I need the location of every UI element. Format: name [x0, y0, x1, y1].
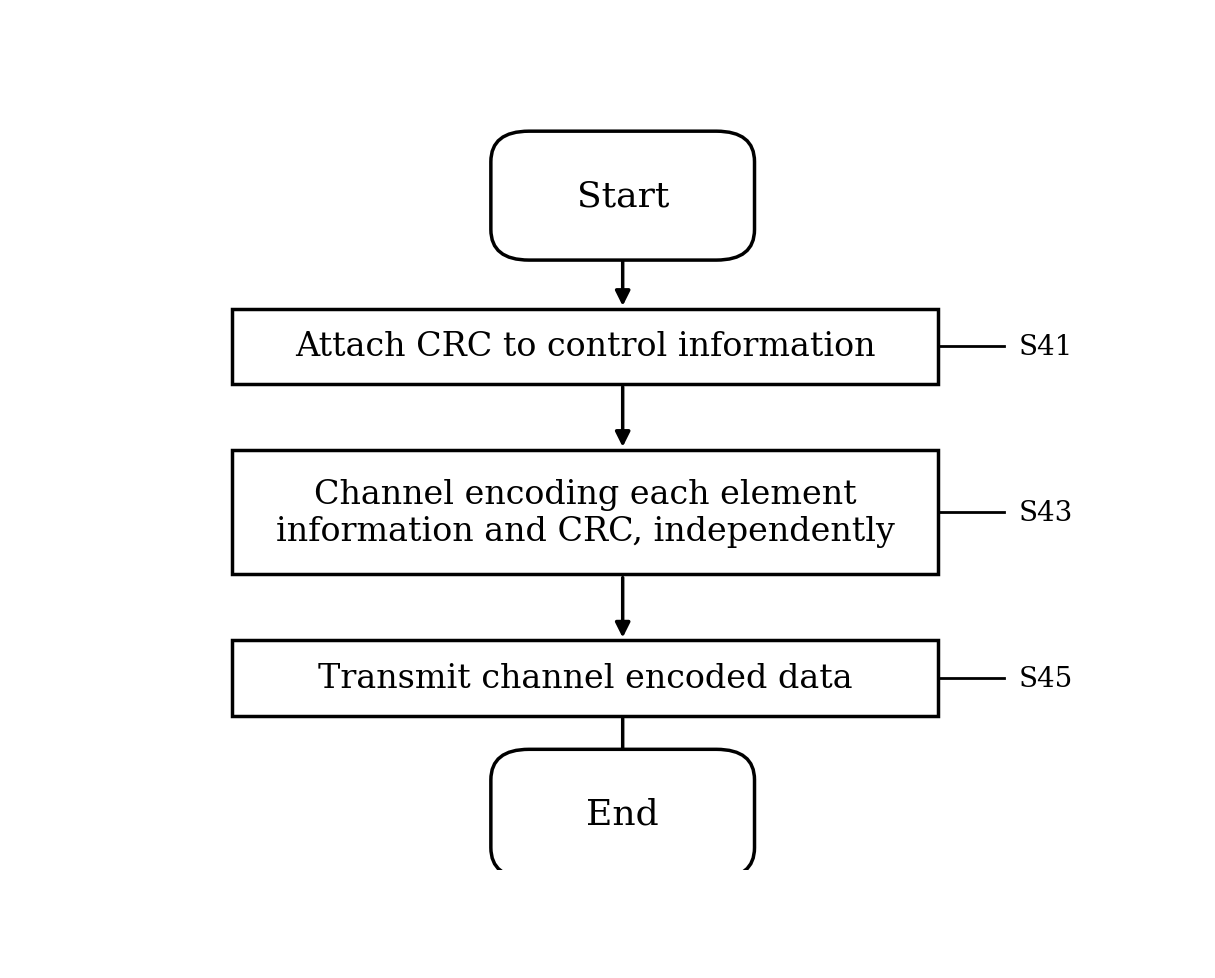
Text: S41: S41 [1018, 333, 1073, 361]
Text: Attach CRC to control information: Attach CRC to control information [295, 332, 875, 363]
Bar [232, 641, 938, 716]
Text: Channel encoding each element
information and CRC, independently: Channel encoding each element informatio… [276, 478, 894, 547]
FancyBboxPatch shape [491, 749, 755, 878]
Text: S45: S45 [1018, 665, 1073, 691]
Bar [232, 309, 938, 384]
Bar [232, 451, 938, 575]
Text: Transmit channel encoded data: Transmit channel encoded data [317, 662, 853, 694]
Text: S43: S43 [1018, 499, 1073, 526]
FancyBboxPatch shape [491, 132, 755, 261]
Text: Start: Start [576, 179, 669, 213]
Text: End: End [587, 797, 659, 831]
